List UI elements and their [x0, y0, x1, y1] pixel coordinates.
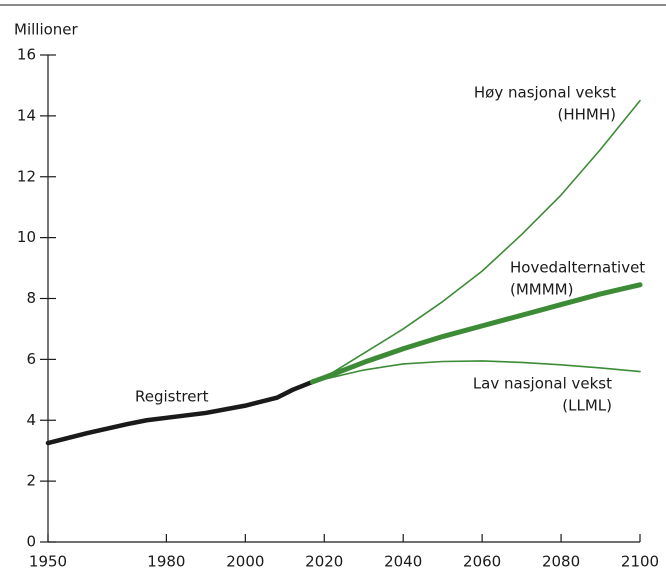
y-tick-label: 10 [17, 228, 36, 246]
series-label: Lav nasjonal vekst [473, 375, 612, 393]
x-tick-label: 2080 [542, 553, 580, 571]
series-line [311, 360, 641, 383]
x-tick-label: 2100 [621, 553, 659, 571]
y-tick-label: 16 [17, 46, 36, 64]
x-tick-label: 1980 [147, 553, 185, 571]
y-tick-label: 6 [26, 350, 36, 368]
series-line [309, 282, 643, 385]
series-code: (MMMM) [510, 281, 573, 299]
series-label: Registrert [135, 388, 209, 406]
x-tick-label: 2020 [305, 553, 343, 571]
y-tick-label: 8 [26, 289, 36, 307]
x-tick-label: 1950 [29, 553, 67, 571]
y-axis-label: Millioner [14, 21, 79, 39]
x-tick-label: 2040 [384, 553, 422, 571]
series-code: (LLML) [562, 397, 612, 415]
y-tick-label: 2 [26, 472, 36, 490]
y-tick-label: 4 [26, 411, 36, 429]
y-tick-label: 0 [26, 533, 36, 551]
y-tick-label: 12 [17, 167, 36, 185]
series-label: Høy nasjonal vekst [474, 84, 616, 102]
series-label: Hovedalternativet [510, 259, 645, 277]
series-code: (HHMH) [558, 106, 616, 124]
y-tick-label: 14 [17, 106, 36, 124]
series-line [45, 379, 315, 446]
x-tick-label: 2060 [463, 553, 501, 571]
x-tick-label: 2000 [226, 553, 264, 571]
series-line [311, 99, 641, 383]
